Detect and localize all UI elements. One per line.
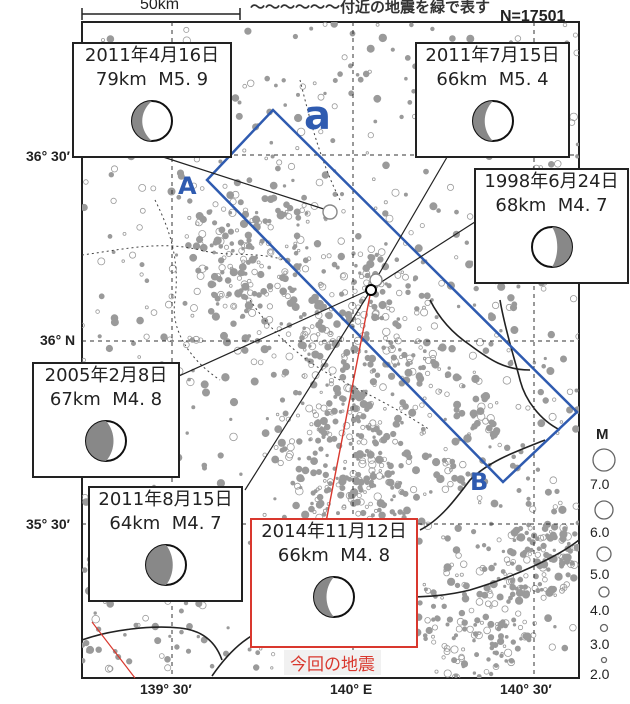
epicentre-cluster bbox=[369, 273, 383, 287]
event-depth: 67km bbox=[49, 389, 101, 410]
cross-section-box bbox=[205, 108, 579, 484]
callout-2011-07-15: 2011年7月15日 66km M5. 4 bbox=[415, 42, 570, 158]
event-magnitude: M4. 8 bbox=[112, 389, 163, 410]
prefecture-boundaries bbox=[82, 79, 431, 431]
legend-title: M bbox=[596, 426, 609, 443]
event-date: 2011年4月16日 bbox=[84, 45, 220, 66]
focal-mechanism-icon bbox=[313, 576, 355, 618]
volcanic-front-line bbox=[91, 621, 136, 679]
event-magnitude: M4. 8 bbox=[340, 545, 391, 566]
focal-mechanism-icon bbox=[144, 544, 187, 586]
event-depth: 68km bbox=[495, 195, 547, 216]
map-count: N=17501 bbox=[500, 8, 566, 25]
lat-tick-35-30: 35° 30′ bbox=[26, 516, 70, 532]
legend-mag-4: 4.0 bbox=[590, 602, 610, 618]
scale-bar bbox=[81, 8, 241, 20]
epicentre-2011-04-16 bbox=[322, 204, 338, 220]
event-magnitude: M4. 7 bbox=[171, 513, 222, 534]
profile-end-label: B bbox=[470, 468, 489, 496]
event-depth: 66km bbox=[436, 69, 488, 90]
legend-mag-2: 2.0 bbox=[590, 666, 610, 682]
event-depth: 79km bbox=[95, 69, 147, 90]
focal-mechanism-icon bbox=[85, 420, 127, 462]
event-date: 2014年11月12日 bbox=[261, 521, 407, 542]
map-title: 〜〜〜〜〜〜付近の地震を緑で表す bbox=[250, 0, 491, 16]
callout-2005-02-08: 2005年2月8日 67km M4. 8 bbox=[32, 362, 180, 478]
lat-tick-36-30: 36° 30′ bbox=[26, 148, 70, 164]
leader-lines bbox=[147, 151, 479, 491]
legend-mag-5: 5.0 bbox=[590, 566, 610, 582]
legend-circles bbox=[592, 448, 616, 664]
focal-mechanism-icon bbox=[530, 226, 573, 268]
event-magnitude: M4. 7 bbox=[557, 195, 608, 216]
focal-mechanism-icon bbox=[471, 100, 514, 142]
current-event-label: 今回の地震 bbox=[284, 650, 381, 675]
event-date: 2005年2月8日 bbox=[44, 365, 168, 386]
event-date: 1998年6月24日 bbox=[484, 171, 619, 192]
callout-2011-08-15: 2011年8月15日 64km M4. 7 bbox=[88, 486, 243, 602]
current-event-leader bbox=[325, 289, 372, 523]
event-magnitude: M5. 4 bbox=[498, 69, 549, 90]
callout-1998-06-24: 1998年6月24日 68km M4. 7 bbox=[474, 168, 629, 284]
event-depth: 66km bbox=[277, 545, 329, 566]
profile-area-label: a bbox=[304, 93, 331, 139]
epicentre-current-event bbox=[365, 284, 377, 296]
lat-tick-36: 36° N bbox=[40, 332, 76, 348]
event-date: 2011年7月15日 bbox=[425, 45, 560, 66]
lon-tick-139-30: 139° 30′ bbox=[140, 681, 192, 697]
scale-bar-label: 50km bbox=[140, 0, 180, 13]
lon-tick-140-30: 140° 30′ bbox=[500, 681, 552, 697]
profile-start-label: A bbox=[178, 172, 197, 200]
legend-mag-3: 3.0 bbox=[590, 636, 610, 652]
legend-mag-7: 7.0 bbox=[590, 476, 610, 492]
lon-tick-140: 140° E bbox=[330, 681, 373, 697]
callout-2014-11-12-current: 2014年11月12日 66km M4. 8 bbox=[250, 518, 418, 648]
focal-mechanism-icon bbox=[131, 100, 173, 142]
event-magnitude: M5. 9 bbox=[158, 69, 209, 90]
event-depth: 64km bbox=[109, 513, 161, 534]
callout-2011-04-16: 2011年4月16日 79km M5. 9 bbox=[72, 42, 232, 158]
legend-mag-6: 6.0 bbox=[590, 524, 610, 540]
event-date: 2011年8月15日 bbox=[98, 489, 233, 510]
